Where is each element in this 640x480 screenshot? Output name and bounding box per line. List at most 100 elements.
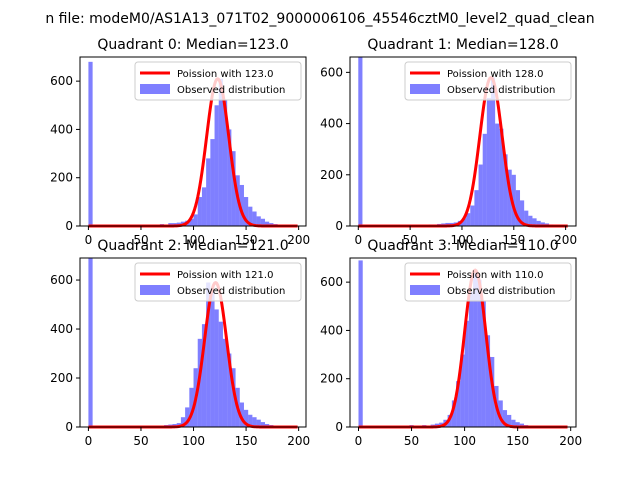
poisson-curve bbox=[87, 77, 299, 228]
legend-bar-swatch bbox=[140, 84, 170, 94]
subplot-0: Quadrant 0: Median=123.0 0 50 100 150 200 0 200… bbox=[50, 37, 310, 247]
x-tick-label: 200 bbox=[554, 233, 577, 247]
x-tick-label: 100 bbox=[182, 434, 205, 448]
y-tick-label: 600 bbox=[50, 273, 73, 287]
histogram-bar bbox=[210, 139, 215, 226]
histogram-bar bbox=[451, 400, 457, 427]
histogram-bar bbox=[201, 187, 207, 226]
histogram-bars bbox=[358, 57, 558, 226]
histogram-bar bbox=[499, 128, 504, 226]
y-tick-label: 200 bbox=[50, 171, 73, 185]
subplot-title: Quadrant 3: Median=110.0 bbox=[367, 238, 558, 254]
histogram-bar bbox=[214, 309, 219, 427]
x-tick-label: 150 bbox=[235, 434, 258, 448]
histogram-bar bbox=[468, 291, 474, 427]
histogram-bar bbox=[265, 221, 270, 226]
histogram-bar bbox=[252, 417, 257, 427]
histogram-bar bbox=[524, 210, 529, 226]
histogram-bar bbox=[540, 222, 545, 226]
x-tick-label: 100 bbox=[453, 434, 476, 448]
histogram-bar bbox=[231, 151, 236, 226]
x-tick-label: 150 bbox=[502, 233, 525, 247]
histogram-bar bbox=[222, 100, 228, 226]
histogram-bar bbox=[478, 164, 483, 226]
histogram-bar bbox=[206, 158, 211, 226]
histogram-bar bbox=[460, 354, 465, 427]
histogram-bar bbox=[470, 205, 475, 226]
x-tick-label: 200 bbox=[287, 434, 310, 448]
x-tick-label: 200 bbox=[559, 434, 582, 448]
x-tick-label: 150 bbox=[235, 233, 258, 247]
histogram-bar bbox=[210, 289, 215, 427]
histogram-bar bbox=[218, 78, 223, 226]
axes-frame bbox=[349, 257, 577, 428]
legend-label: Poission with 121.0 bbox=[177, 270, 273, 281]
histogram-bar bbox=[482, 133, 487, 226]
legend-label: Poission with 128.0 bbox=[447, 69, 543, 80]
histogram-bar bbox=[511, 174, 516, 226]
y-tick-label: 600 bbox=[320, 65, 343, 79]
histogram-bar bbox=[222, 338, 228, 427]
y-tick-label: 200 bbox=[50, 371, 73, 385]
legend-bar-swatch bbox=[410, 285, 440, 295]
histogram-bar bbox=[532, 218, 537, 226]
poisson-curve bbox=[87, 280, 299, 429]
histogram-bar bbox=[358, 57, 363, 226]
histogram-bar bbox=[507, 414, 512, 427]
histogram-bar bbox=[206, 282, 211, 427]
figure-suptitle: n file: modeM0/AS1A13_071T02_9000006106_… bbox=[45, 11, 594, 27]
histogram-bar bbox=[477, 279, 482, 427]
legend-label: Observed distribution bbox=[447, 85, 555, 96]
y-tick-label: 0 bbox=[335, 219, 343, 233]
histogram-bar bbox=[481, 301, 486, 427]
histogram-bar bbox=[358, 260, 363, 427]
x-tick-label: 0 bbox=[85, 434, 93, 448]
subplot-2: Quadrant 2: Median=121.0 0 50 100 150 200 0 200… bbox=[50, 238, 310, 448]
histogram-bar bbox=[256, 419, 261, 427]
histogram-bar bbox=[260, 218, 266, 226]
histogram-bar bbox=[252, 211, 257, 226]
legend-label: Observed distribution bbox=[177, 286, 285, 297]
histogram-bar bbox=[519, 423, 525, 427]
y-tick-label: 200 bbox=[320, 372, 343, 386]
histogram-bar bbox=[227, 129, 232, 226]
histogram-bar bbox=[474, 190, 479, 226]
legend-frame bbox=[134, 61, 302, 101]
x-tick-label: 100 bbox=[451, 233, 474, 247]
histogram-bar bbox=[515, 190, 521, 226]
histogram-bar bbox=[507, 169, 512, 226]
y-tick-label: 200 bbox=[320, 168, 343, 182]
histogram-bar bbox=[461, 218, 467, 226]
histogram-bar bbox=[197, 197, 202, 226]
histogram-bar bbox=[490, 77, 496, 226]
legend-label: Poission with 110.0 bbox=[447, 270, 543, 281]
legend-label: Observed distribution bbox=[447, 286, 555, 297]
histogram-bar bbox=[239, 402, 244, 427]
legend: Poission with 123.0 Observed distribution bbox=[134, 61, 302, 101]
x-tick-label: 0 bbox=[85, 233, 93, 247]
histogram-bar bbox=[520, 200, 525, 226]
histogram-bar bbox=[466, 213, 471, 226]
y-tick-label: 400 bbox=[50, 122, 73, 136]
histogram-bar bbox=[231, 368, 236, 427]
legend-frame bbox=[404, 262, 572, 302]
legend-frame bbox=[134, 262, 302, 302]
y-tick-label: 600 bbox=[320, 275, 343, 289]
subplot-1: Quadrant 1: Median=128.0 0 50 100 150 200 0 200… bbox=[320, 37, 577, 247]
histogram-bar bbox=[88, 258, 93, 427]
histogram-bar bbox=[201, 324, 207, 427]
histogram-bar bbox=[243, 197, 249, 226]
histogram-bar bbox=[248, 414, 253, 427]
legend: Poission with 121.0 Observed distribution bbox=[134, 262, 302, 302]
x-tick-label: 50 bbox=[133, 233, 148, 247]
histogram-bar bbox=[180, 417, 186, 427]
subplot-title: Quadrant 1: Median=128.0 bbox=[367, 37, 558, 53]
x-tick-label: 50 bbox=[404, 434, 419, 448]
histogram-bar bbox=[486, 97, 491, 226]
histogram-bar bbox=[515, 422, 520, 427]
histogram-bar bbox=[502, 410, 508, 427]
histogram-bar bbox=[485, 335, 491, 427]
legend-label: Poission with 123.0 bbox=[177, 69, 273, 80]
y-tick-label: 0 bbox=[65, 219, 73, 233]
histogram-bar bbox=[248, 206, 253, 226]
